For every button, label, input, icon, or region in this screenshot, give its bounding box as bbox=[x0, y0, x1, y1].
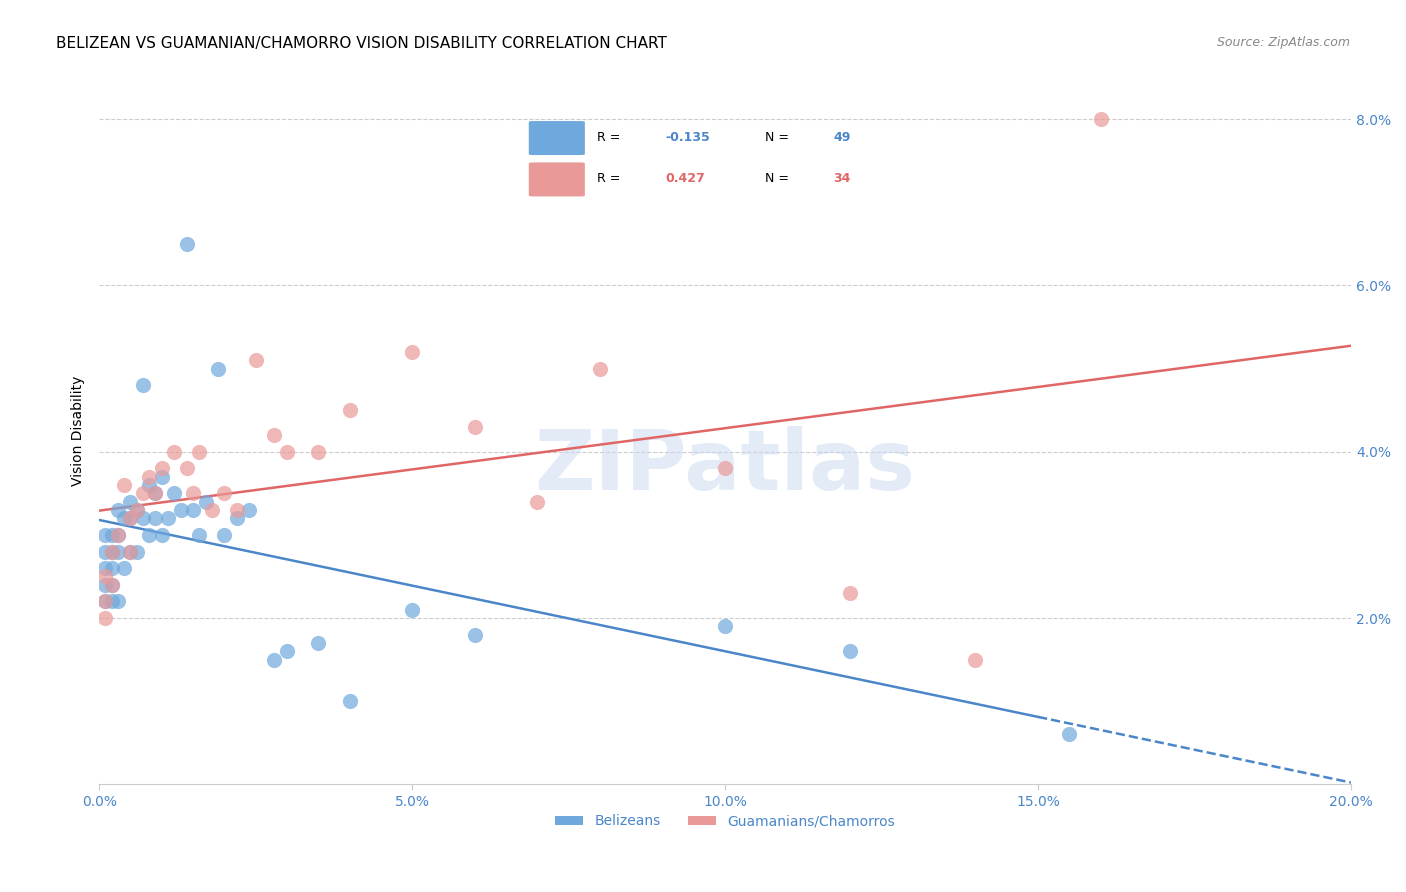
Point bbox=[120, 511, 142, 525]
Point bbox=[245, 353, 267, 368]
Point bbox=[94, 578, 117, 592]
Point bbox=[100, 578, 122, 592]
Point bbox=[150, 469, 173, 483]
Point bbox=[201, 503, 224, 517]
Point bbox=[100, 561, 122, 575]
Point bbox=[107, 594, 129, 608]
Text: Source: ZipAtlas.com: Source: ZipAtlas.com bbox=[1216, 36, 1350, 49]
Point bbox=[276, 444, 298, 458]
Point bbox=[132, 511, 155, 525]
Point bbox=[163, 444, 186, 458]
Point bbox=[107, 528, 129, 542]
Point bbox=[214, 486, 236, 500]
Point bbox=[100, 544, 122, 558]
Point bbox=[120, 494, 142, 508]
Point bbox=[965, 653, 987, 667]
Point bbox=[225, 511, 247, 525]
Point bbox=[145, 486, 167, 500]
Text: BELIZEAN VS GUAMANIAN/CHAMORRO VISION DISABILITY CORRELATION CHART: BELIZEAN VS GUAMANIAN/CHAMORRO VISION DI… bbox=[56, 36, 666, 51]
Point bbox=[120, 544, 142, 558]
Point bbox=[339, 403, 361, 417]
Point bbox=[94, 569, 117, 583]
Point bbox=[464, 419, 486, 434]
Point bbox=[188, 528, 211, 542]
Point bbox=[100, 544, 122, 558]
Point bbox=[150, 461, 173, 475]
Point bbox=[238, 503, 260, 517]
Point bbox=[94, 611, 117, 625]
Point bbox=[100, 578, 122, 592]
Point bbox=[94, 544, 117, 558]
Point bbox=[132, 486, 155, 500]
Point bbox=[307, 444, 329, 458]
Point bbox=[112, 561, 135, 575]
Point bbox=[181, 486, 204, 500]
Point bbox=[176, 461, 198, 475]
Point bbox=[714, 619, 737, 633]
Point bbox=[464, 628, 486, 642]
Point bbox=[120, 544, 142, 558]
Point bbox=[225, 503, 247, 517]
Point bbox=[145, 511, 167, 525]
Point bbox=[276, 644, 298, 658]
Point bbox=[125, 503, 148, 517]
Point bbox=[138, 528, 160, 542]
Point bbox=[107, 544, 129, 558]
Point bbox=[112, 478, 135, 492]
Point bbox=[107, 503, 129, 517]
Point bbox=[94, 594, 117, 608]
Point bbox=[839, 586, 862, 600]
Point bbox=[145, 486, 167, 500]
Point bbox=[1059, 727, 1081, 741]
Y-axis label: Vision Disability: Vision Disability bbox=[72, 376, 86, 486]
Point bbox=[150, 528, 173, 542]
Point bbox=[163, 486, 186, 500]
Point bbox=[120, 511, 142, 525]
Point bbox=[307, 636, 329, 650]
Point bbox=[100, 528, 122, 542]
Point bbox=[125, 503, 148, 517]
Point bbox=[94, 528, 117, 542]
Point bbox=[138, 469, 160, 483]
Point bbox=[589, 361, 612, 376]
Point bbox=[181, 503, 204, 517]
Point bbox=[94, 594, 117, 608]
Point bbox=[714, 461, 737, 475]
Point bbox=[188, 444, 211, 458]
Point bbox=[138, 478, 160, 492]
Point bbox=[263, 428, 285, 442]
Text: ZIPatlas: ZIPatlas bbox=[534, 425, 915, 507]
Point bbox=[132, 378, 155, 392]
Point bbox=[156, 511, 179, 525]
Point bbox=[1090, 112, 1112, 126]
Point bbox=[401, 345, 423, 359]
Point bbox=[839, 644, 862, 658]
Point bbox=[94, 561, 117, 575]
Point bbox=[125, 544, 148, 558]
Point bbox=[263, 653, 285, 667]
Point bbox=[100, 594, 122, 608]
Legend: Belizeans, Guamanians/Chamorros: Belizeans, Guamanians/Chamorros bbox=[550, 809, 900, 834]
Point bbox=[169, 503, 191, 517]
Point bbox=[214, 528, 236, 542]
Point bbox=[176, 236, 198, 251]
Point bbox=[401, 603, 423, 617]
Point bbox=[112, 511, 135, 525]
Point bbox=[194, 494, 217, 508]
Point bbox=[339, 694, 361, 708]
Point bbox=[526, 494, 548, 508]
Point bbox=[207, 361, 229, 376]
Point bbox=[107, 528, 129, 542]
